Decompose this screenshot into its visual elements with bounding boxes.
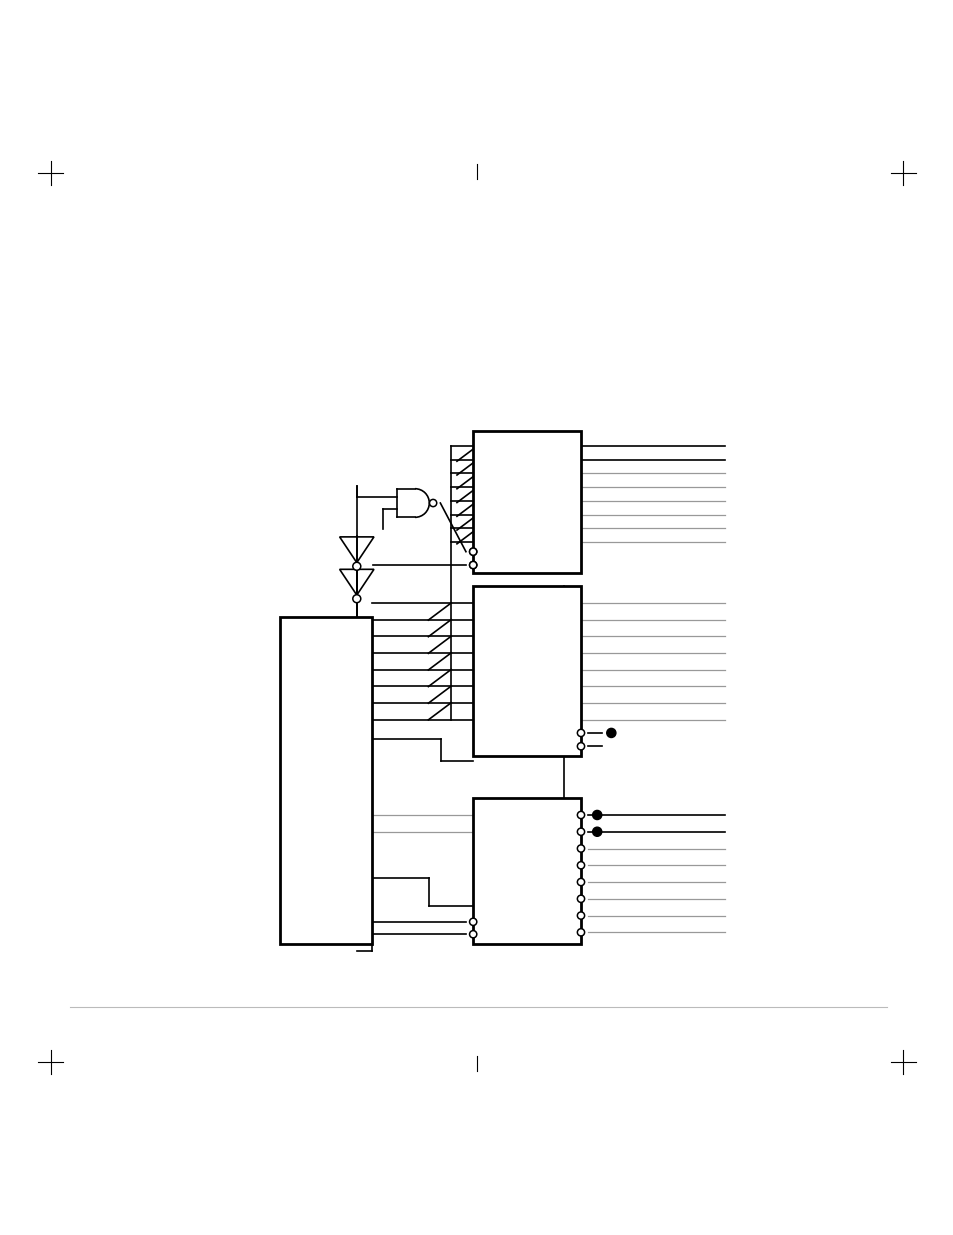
Circle shape [577,929,584,936]
Bar [473,431,580,573]
Circle shape [577,862,584,869]
Circle shape [353,562,360,571]
Circle shape [469,562,476,568]
Circle shape [577,742,584,750]
Circle shape [577,730,584,736]
Circle shape [429,499,436,506]
Circle shape [469,548,476,556]
Circle shape [469,562,476,568]
Circle shape [577,911,584,919]
Circle shape [469,548,476,556]
Circle shape [577,829,584,835]
Bar [473,798,580,944]
Circle shape [606,729,616,737]
Circle shape [577,895,584,903]
Circle shape [469,918,476,925]
Circle shape [577,878,584,885]
Bar [279,616,372,944]
Bar [473,587,580,756]
Circle shape [592,810,601,820]
Circle shape [469,931,476,937]
Circle shape [577,845,584,852]
Circle shape [353,595,360,603]
Circle shape [592,827,601,836]
Circle shape [577,811,584,819]
